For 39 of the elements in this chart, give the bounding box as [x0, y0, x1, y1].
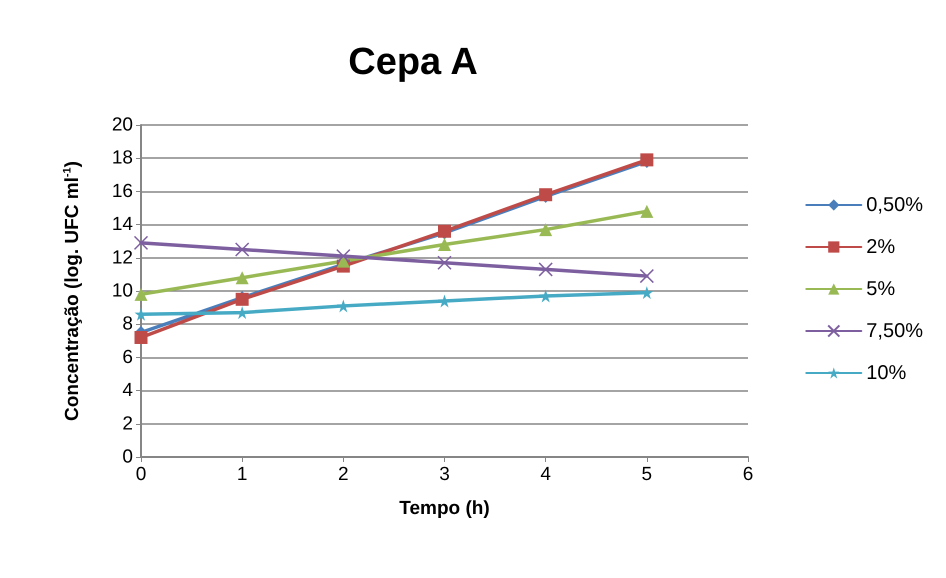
y-tick-label: 4 — [122, 380, 134, 402]
y-tick-label: 12 — [112, 247, 133, 268]
point — [336, 248, 351, 264]
point — [134, 288, 148, 301]
x-tick-label: 6 — [742, 464, 754, 485]
y-tick-label: 20 — [112, 114, 133, 136]
point — [539, 289, 552, 302]
point — [134, 236, 148, 250]
point — [640, 268, 654, 284]
y-tick-label: 0 — [122, 446, 133, 468]
x-tick-label: 1 — [236, 464, 248, 485]
point — [134, 330, 148, 344]
x-axis-title: Tempo (h) — [399, 498, 490, 519]
x-tick-label: 5 — [642, 464, 652, 485]
point — [539, 223, 552, 236]
point — [640, 204, 654, 218]
chart-title: Cepa A — [348, 41, 478, 83]
legend-label: 7,50% — [866, 320, 924, 342]
legend-label: 10% — [866, 362, 907, 384]
x-tick-label: 0 — [136, 464, 146, 485]
y-tick-label: 18 — [112, 148, 133, 169]
y-tick-label: 2 — [122, 413, 133, 434]
point — [236, 271, 249, 284]
point — [234, 242, 250, 257]
y-tick-label: 14 — [112, 214, 134, 236]
x-tick-label: 2 — [338, 464, 349, 485]
point — [438, 238, 451, 252]
point — [437, 256, 452, 270]
legend-label: 5% — [866, 278, 896, 300]
legend-label: 0,50% — [866, 194, 924, 216]
y-tick-label: 8 — [122, 314, 133, 335]
y-tick-label: 6 — [122, 346, 133, 368]
x-tick-label: 3 — [439, 464, 450, 485]
y-tick-label: 10 — [112, 280, 133, 302]
y-axis-title: Concentração (log. UFC ml-1) — [62, 161, 83, 421]
y-tick-label: 16 — [112, 180, 133, 202]
x-tick-label: 4 — [540, 464, 552, 485]
point — [538, 262, 553, 277]
legend-label: 2% — [866, 236, 896, 258]
